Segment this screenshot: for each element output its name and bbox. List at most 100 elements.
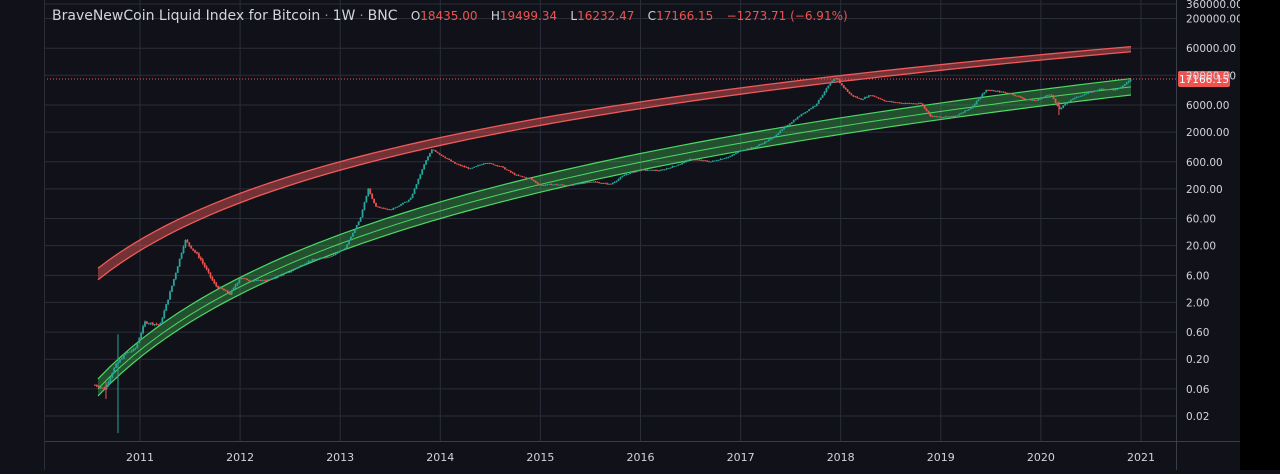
close-value: 17166.15 xyxy=(656,9,714,23)
candle xyxy=(790,121,793,124)
candle xyxy=(122,353,125,359)
candle-body xyxy=(846,89,849,92)
candle xyxy=(769,138,772,141)
candle-body xyxy=(1008,93,1011,95)
candle xyxy=(1002,91,1005,93)
candle-body xyxy=(746,148,749,150)
candle-body xyxy=(869,95,872,97)
candle xyxy=(203,262,206,268)
candle xyxy=(1089,91,1092,94)
candle xyxy=(829,82,832,86)
candle-body xyxy=(725,157,728,159)
candle xyxy=(619,176,622,180)
candle xyxy=(1122,85,1124,88)
candle-body xyxy=(596,182,599,183)
candle xyxy=(128,351,131,353)
candle xyxy=(802,112,805,115)
candle xyxy=(658,169,660,172)
candle-body xyxy=(269,279,272,281)
candle xyxy=(671,165,674,168)
candle xyxy=(765,141,768,143)
candle-body xyxy=(1056,102,1059,107)
symbol-name[interactable]: BraveNewCoin Liquid Index for Bitcoin xyxy=(52,8,321,24)
candle xyxy=(519,175,522,177)
candle-body xyxy=(879,98,882,100)
candle xyxy=(571,184,574,186)
candle-body xyxy=(656,170,658,171)
candle xyxy=(1046,94,1049,96)
candle xyxy=(382,207,385,209)
candle-body xyxy=(658,170,660,172)
candle-body xyxy=(669,167,672,169)
candle xyxy=(719,158,722,161)
candle xyxy=(831,80,834,83)
candle xyxy=(700,159,703,161)
candle xyxy=(477,164,479,167)
candle-body xyxy=(769,138,772,140)
right-margin xyxy=(1240,0,1280,470)
candle xyxy=(613,181,616,184)
candle-body xyxy=(480,164,483,166)
candle xyxy=(942,116,945,118)
candle xyxy=(565,184,568,187)
candle-body xyxy=(238,279,241,283)
candle-body xyxy=(1098,88,1101,91)
candle xyxy=(846,89,849,93)
candle xyxy=(386,208,389,211)
candle xyxy=(962,111,965,114)
candle-body xyxy=(754,147,757,149)
y-tick-label: 6000.00 xyxy=(1186,100,1229,112)
candle xyxy=(983,92,986,95)
candle xyxy=(338,250,341,253)
x-tick-label: 2015 xyxy=(526,451,554,464)
candle-body xyxy=(1033,100,1036,101)
candle-body xyxy=(638,170,641,172)
candle-body xyxy=(556,184,558,186)
interval-label[interactable]: 1W xyxy=(332,8,356,24)
candle-body xyxy=(538,184,541,186)
candle xyxy=(688,158,691,161)
candle-body xyxy=(950,116,953,117)
candle-body xyxy=(627,174,630,175)
candle-body xyxy=(305,262,308,264)
candle xyxy=(579,182,581,185)
candle xyxy=(330,255,333,257)
candle xyxy=(1100,88,1103,90)
candle xyxy=(373,198,375,204)
candle-body xyxy=(184,240,187,247)
candle-body xyxy=(326,256,329,258)
candle xyxy=(292,269,295,272)
candle xyxy=(454,162,456,164)
candle xyxy=(209,272,212,279)
candle xyxy=(147,322,150,325)
candle xyxy=(282,273,285,276)
candle xyxy=(309,260,312,262)
candle xyxy=(760,143,762,146)
x-tick-label: 2016 xyxy=(627,451,655,464)
candle-body xyxy=(446,158,449,159)
candle-body xyxy=(273,278,275,280)
last-price-line: 17166.15 xyxy=(44,71,1230,88)
candle xyxy=(871,95,874,97)
candle xyxy=(198,252,200,259)
candle-body xyxy=(677,164,680,166)
candle xyxy=(715,159,718,162)
candle xyxy=(201,258,204,265)
candle xyxy=(363,201,366,211)
candle xyxy=(993,89,995,92)
candle-body xyxy=(403,202,406,203)
candle xyxy=(975,100,978,105)
candle xyxy=(941,117,943,118)
candle-body xyxy=(852,95,855,97)
candle-body xyxy=(790,122,793,124)
candle xyxy=(833,78,836,81)
candle-body xyxy=(532,179,535,182)
candle xyxy=(902,102,905,104)
candle xyxy=(369,188,372,195)
candle xyxy=(136,342,139,349)
candle-body xyxy=(812,106,814,109)
candle-body xyxy=(1081,95,1084,97)
candle xyxy=(377,206,379,208)
candle xyxy=(848,91,851,94)
